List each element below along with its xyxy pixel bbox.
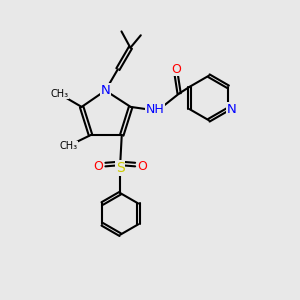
Text: S: S [116, 161, 125, 175]
Text: CH₃: CH₃ [51, 89, 69, 99]
Text: O: O [137, 160, 147, 173]
Text: N: N [100, 84, 110, 97]
Text: N: N [227, 103, 237, 116]
Text: CH₃: CH₃ [59, 141, 78, 151]
Text: O: O [171, 63, 181, 76]
Text: NH: NH [146, 103, 165, 116]
Text: O: O [93, 160, 103, 173]
